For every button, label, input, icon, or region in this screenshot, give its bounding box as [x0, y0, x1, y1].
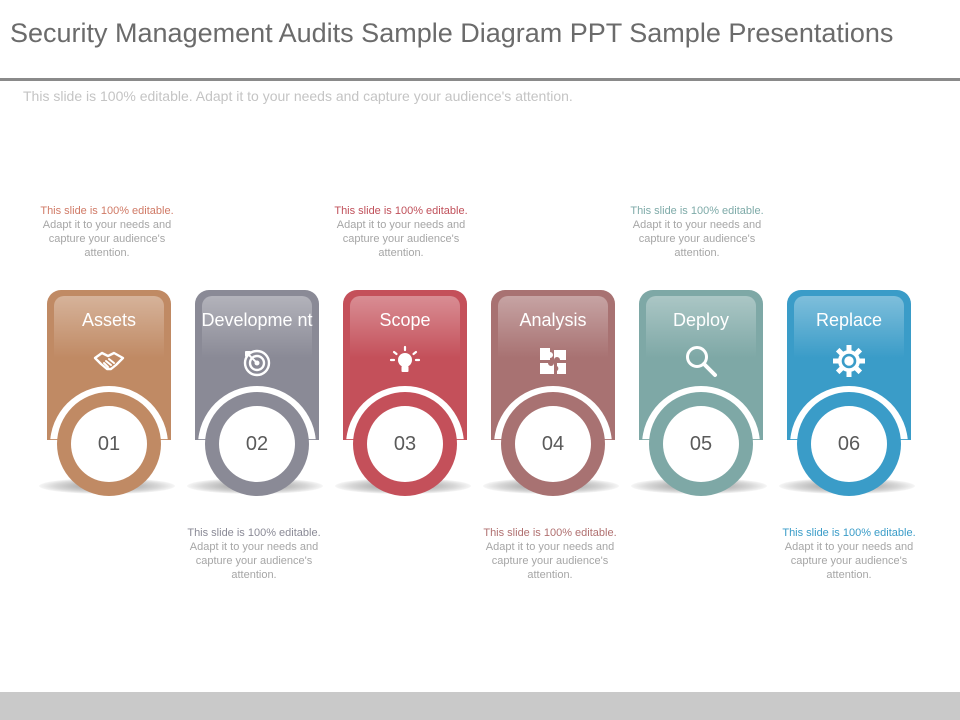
note-6-body: Adapt it to your needs and capture your … — [784, 541, 914, 581]
lightbulb-icon — [388, 344, 422, 378]
step-4-label: Analysis — [519, 310, 587, 330]
target-icon — [240, 344, 274, 378]
gear-icon — [832, 344, 866, 378]
magnifier-icon — [684, 344, 718, 378]
handshake-icon — [92, 344, 126, 378]
step-4: Analysis 04 — [481, 280, 621, 500]
step-3-number: 03 — [367, 406, 443, 482]
step-1-label: Assets — [81, 310, 137, 330]
step-1-number: 01 — [71, 406, 147, 482]
note-3-body: Adapt it to your needs and capture your … — [336, 219, 466, 259]
step-5: Deploy 05 — [629, 280, 769, 500]
step-5-label: Deploy — [672, 310, 730, 330]
note-1-head: This slide is 100% editable. — [40, 205, 174, 217]
step-2: Developme nt 02 — [185, 280, 325, 500]
step-2-label: Developme nt — [201, 310, 313, 330]
note-3: This slide is 100% editable. Adapt it to… — [321, 204, 481, 260]
step-5-number: 05 — [663, 406, 739, 482]
note-4-head: This slide is 100% editable. — [483, 527, 617, 539]
step-6-label: Replace — [815, 310, 883, 330]
slide-subtitle: This slide is 100% editable. Adapt it to… — [23, 88, 573, 104]
slide-title: Security Management Audits Sample Diagra… — [10, 18, 894, 48]
note-5-body: Adapt it to your needs and capture your … — [632, 219, 762, 259]
note-1-body: Adapt it to your needs and capture your … — [42, 219, 172, 259]
note-1: This slide is 100% editable. Adapt it to… — [27, 204, 187, 260]
title-divider — [0, 78, 960, 81]
step-6-number: 06 — [811, 406, 887, 482]
step-6: Replace 06 — [777, 280, 917, 500]
note-4: This slide is 100% editable. Adapt it to… — [470, 526, 630, 582]
puzzle-icon — [536, 344, 570, 378]
note-2: This slide is 100% editable. Adapt it to… — [174, 526, 334, 582]
note-2-head: This slide is 100% editable. — [187, 527, 321, 539]
process-diagram: Assets 01 Developme nt 02 Sc — [0, 280, 960, 520]
step-3-label: Scope — [379, 310, 431, 330]
note-2-body: Adapt it to your needs and capture your … — [189, 541, 319, 581]
note-6: This slide is 100% editable. Adapt it to… — [769, 526, 929, 582]
note-3-head: This slide is 100% editable. — [334, 205, 468, 217]
note-6-head: This slide is 100% editable. — [782, 527, 916, 539]
step-1: Assets 01 — [37, 280, 177, 500]
step-4-number: 04 — [515, 406, 591, 482]
note-5-head: This slide is 100% editable. — [630, 205, 764, 217]
note-4-body: Adapt it to your needs and capture your … — [485, 541, 615, 581]
note-5: This slide is 100% editable. Adapt it to… — [617, 204, 777, 260]
step-3: Scope 03 — [333, 280, 473, 500]
step-2-number: 02 — [219, 406, 295, 482]
footer-bar — [0, 692, 960, 720]
